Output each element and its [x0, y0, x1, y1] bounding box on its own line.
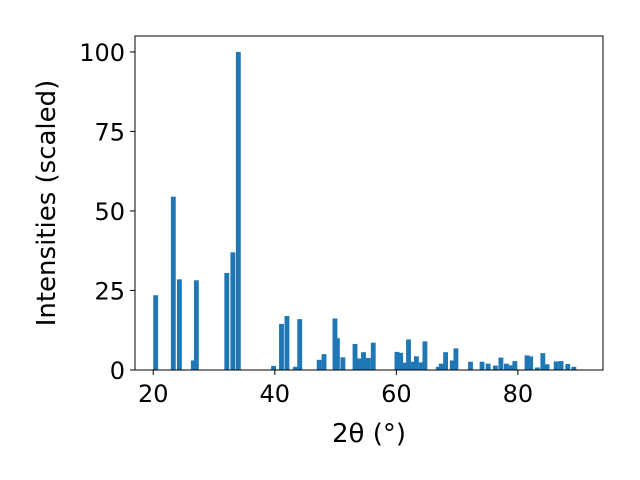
bar — [553, 361, 559, 370]
bar — [558, 361, 564, 370]
x-tick-label: 60 — [381, 380, 412, 408]
bar — [528, 356, 534, 370]
bar — [449, 360, 455, 370]
plot-frame — [134, 35, 604, 371]
bar — [361, 352, 366, 370]
x-tick-label: 40 — [260, 380, 291, 408]
x-tick-label: 80 — [503, 380, 534, 408]
bar — [334, 338, 340, 370]
y-ticks-group: 0 25 50 75 100 — [79, 39, 135, 385]
x-ticks-group: 20 40 60 80 — [138, 370, 533, 408]
bar — [468, 361, 473, 370]
bar — [230, 252, 236, 370]
bar — [352, 343, 358, 370]
bar — [193, 280, 199, 370]
bar — [503, 363, 509, 370]
bar — [418, 362, 424, 370]
bar — [370, 342, 376, 370]
bar — [534, 367, 540, 370]
bar — [544, 364, 550, 370]
bar — [540, 353, 546, 370]
x-axis-title: 2θ (°) — [332, 419, 406, 449]
bar — [293, 366, 298, 370]
bar — [453, 348, 459, 370]
bar — [524, 355, 530, 370]
bar — [279, 323, 284, 370]
bar — [571, 366, 577, 370]
bars-group — [153, 51, 577, 371]
bar — [356, 358, 362, 370]
bar — [340, 357, 346, 370]
bar — [297, 319, 303, 370]
bar — [224, 272, 230, 370]
bar — [284, 315, 290, 370]
y-axis-title: Intensities (scaled) — [32, 80, 62, 327]
y-tick-label: 75 — [94, 118, 125, 146]
bar — [438, 363, 444, 370]
y-tick-label: 50 — [94, 198, 125, 226]
bar — [565, 363, 571, 370]
bar — [498, 357, 504, 370]
bar — [435, 366, 441, 370]
bar — [413, 356, 419, 370]
bar — [271, 365, 277, 370]
bar — [394, 351, 400, 370]
y-tick-label: 100 — [79, 39, 125, 67]
bar — [398, 352, 404, 370]
x-tick-label: 20 — [138, 380, 169, 408]
y-tick-label: 25 — [94, 277, 125, 305]
bar — [316, 359, 322, 370]
bar — [492, 365, 498, 370]
bar — [321, 354, 327, 370]
bar — [406, 339, 411, 370]
y-tick-label: 0 — [110, 357, 125, 385]
bar — [485, 363, 491, 370]
bar — [365, 357, 371, 370]
bar — [508, 365, 514, 370]
bar — [402, 362, 408, 370]
bar — [235, 51, 241, 371]
bar — [409, 361, 415, 370]
bar — [443, 352, 449, 370]
bar — [176, 279, 182, 370]
bar — [479, 361, 485, 370]
bar — [153, 295, 159, 370]
bar — [512, 361, 518, 370]
bar — [170, 196, 176, 370]
bar — [422, 341, 428, 370]
bar — [190, 360, 196, 370]
